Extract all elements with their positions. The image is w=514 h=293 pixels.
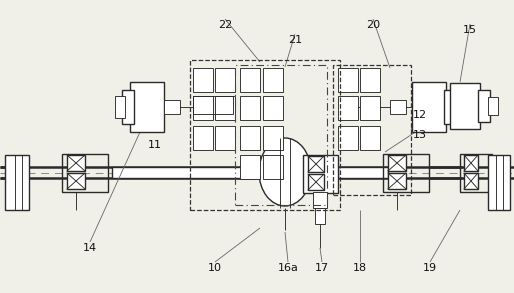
Bar xyxy=(215,96,235,120)
Bar xyxy=(115,96,125,118)
Bar xyxy=(308,174,324,190)
Text: 15: 15 xyxy=(463,25,477,35)
Bar xyxy=(235,65,327,205)
Bar xyxy=(240,96,260,120)
Bar xyxy=(338,167,388,178)
Bar xyxy=(112,167,260,178)
Text: 12: 12 xyxy=(413,110,427,120)
Bar xyxy=(464,155,478,171)
Text: 13: 13 xyxy=(413,130,427,140)
Bar xyxy=(444,90,456,124)
Text: 22: 22 xyxy=(218,20,232,30)
Bar xyxy=(263,155,283,179)
Bar xyxy=(360,68,380,92)
Ellipse shape xyxy=(259,138,311,206)
Bar xyxy=(388,173,406,189)
Bar xyxy=(215,126,235,150)
Bar xyxy=(315,208,325,224)
Bar xyxy=(360,96,380,120)
Bar xyxy=(388,155,406,171)
Bar xyxy=(240,155,260,179)
Bar xyxy=(464,173,478,189)
Bar xyxy=(122,90,134,124)
Bar xyxy=(313,192,327,208)
Text: 10: 10 xyxy=(208,263,222,273)
Bar xyxy=(450,83,480,129)
Text: 21: 21 xyxy=(288,35,302,45)
Bar xyxy=(67,155,85,171)
Bar xyxy=(488,97,498,115)
Bar xyxy=(130,82,164,132)
Bar xyxy=(193,96,213,120)
Bar xyxy=(454,96,464,118)
Bar xyxy=(338,96,358,120)
Text: 20: 20 xyxy=(366,20,380,30)
Bar xyxy=(383,154,429,192)
Bar xyxy=(190,60,340,210)
Bar xyxy=(360,126,380,150)
Bar xyxy=(263,68,283,92)
Bar xyxy=(67,173,85,189)
Bar xyxy=(240,68,260,92)
Bar xyxy=(478,90,490,122)
Bar xyxy=(460,154,492,192)
Bar xyxy=(338,68,358,92)
Bar xyxy=(193,126,213,150)
Bar xyxy=(193,96,233,114)
Bar xyxy=(308,156,324,172)
Bar xyxy=(193,68,213,92)
Bar xyxy=(62,154,108,192)
Text: 19: 19 xyxy=(423,263,437,273)
Bar xyxy=(215,68,235,92)
Bar xyxy=(488,155,510,210)
Text: 16a: 16a xyxy=(278,263,299,273)
Text: 11: 11 xyxy=(148,140,162,150)
Text: 17: 17 xyxy=(315,263,329,273)
Bar xyxy=(303,155,338,193)
Bar xyxy=(263,96,283,120)
Bar xyxy=(5,155,29,210)
Bar xyxy=(412,82,446,132)
Text: 18: 18 xyxy=(353,263,367,273)
Bar xyxy=(164,100,180,114)
Bar xyxy=(390,100,406,114)
Bar xyxy=(333,65,411,195)
Text: 14: 14 xyxy=(83,243,97,253)
Bar xyxy=(338,126,358,150)
Bar xyxy=(263,126,283,150)
Bar xyxy=(240,126,260,150)
